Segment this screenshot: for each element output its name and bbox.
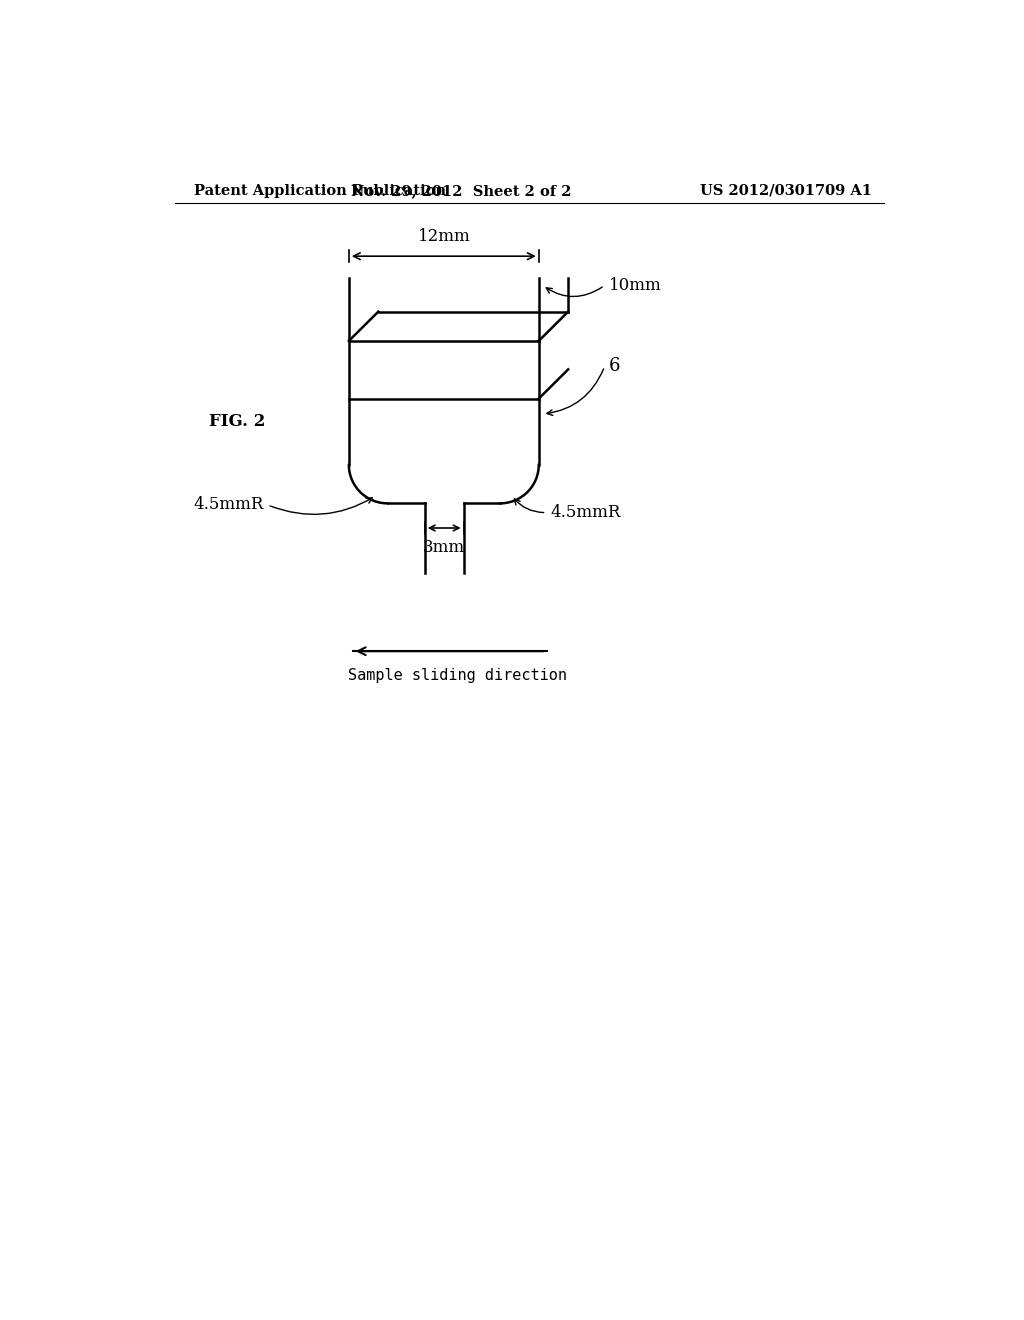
Text: Sample sliding direction: Sample sliding direction xyxy=(348,668,567,684)
Text: 10mm: 10mm xyxy=(608,277,662,294)
Text: 12mm: 12mm xyxy=(418,228,470,246)
Text: 4.5mmR: 4.5mmR xyxy=(194,496,263,513)
Text: Nov. 29, 2012  Sheet 2 of 2: Nov. 29, 2012 Sheet 2 of 2 xyxy=(351,183,571,198)
Text: US 2012/0301709 A1: US 2012/0301709 A1 xyxy=(700,183,872,198)
Text: 3mm: 3mm xyxy=(423,539,465,556)
Text: Patent Application Publication: Patent Application Publication xyxy=(194,183,445,198)
Text: FIG. 2: FIG. 2 xyxy=(209,412,266,429)
Text: 6: 6 xyxy=(608,358,620,375)
Text: 4.5mmR: 4.5mmR xyxy=(550,504,621,521)
